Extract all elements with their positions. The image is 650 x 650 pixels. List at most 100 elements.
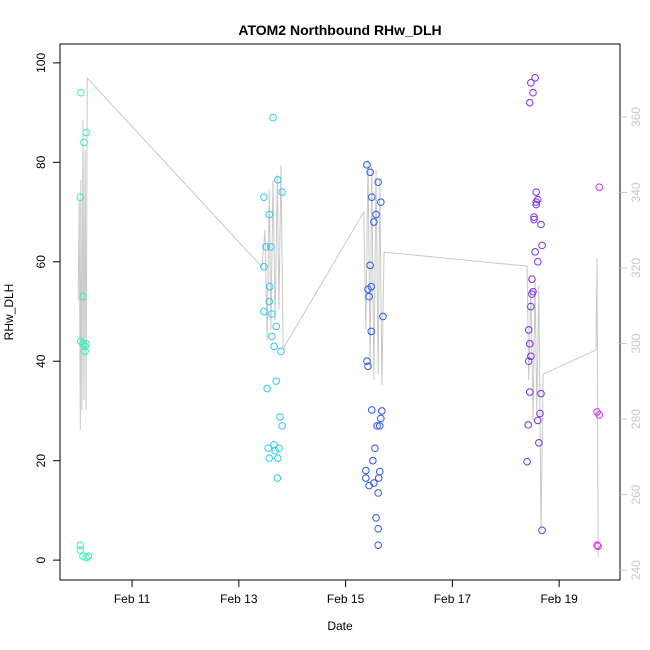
data-point [538,241,546,250]
x-tick-label: Feb 11 [114,592,151,606]
data-point [530,213,538,221]
data-point [268,310,276,318]
data-point [527,78,535,87]
data-point [260,307,268,316]
x-tick-label: Feb 15 [327,592,365,606]
data-point [528,275,536,283]
data-point [262,243,270,251]
data-point [374,474,383,482]
data-point [537,389,545,398]
y-axis-label: RHw_DLH [2,284,16,341]
data-point [594,542,602,550]
data-point [77,88,85,97]
data-point [274,175,282,184]
data-point [364,362,372,370]
data-point [524,326,533,334]
data-point [263,384,271,393]
data-point [374,489,382,497]
data-point [370,218,378,226]
data-point [367,406,376,414]
data-point [80,138,88,147]
data-point [375,422,384,430]
data-point [533,416,542,425]
plot-frame [59,43,621,581]
data-point [260,193,268,201]
x-axis-label: Date [327,619,353,633]
y-tick-label: 100 [34,53,48,73]
data-point [362,474,370,482]
data-point [268,332,276,341]
data-point [272,322,281,331]
data-point [378,407,386,415]
data-point [532,200,540,209]
y2-tick-label: 360 [629,107,643,127]
data-point [274,454,282,462]
data-point [276,413,284,421]
data-point [365,292,373,301]
data-point [367,327,376,336]
data-point [367,193,376,201]
data-point [369,456,377,465]
y2-tick-label: 300 [629,333,643,353]
data-point [532,188,540,196]
data-point [374,541,382,549]
data-point [375,467,384,476]
data-point [531,248,539,256]
data-point [523,457,531,466]
data-point [525,340,534,348]
data-point [525,98,534,107]
data-point [76,193,85,201]
data-point [535,438,543,447]
data-point [595,411,603,419]
data-point [271,446,279,455]
data-point [82,340,90,348]
data-point [373,422,381,430]
data-point [377,414,385,423]
y-tick-label: 60 [34,255,48,269]
data-point [524,421,532,429]
y-tick-label: 0 [34,556,48,563]
data-point [79,340,87,348]
data-point [79,292,87,301]
y2-tick-label: 320 [629,258,643,278]
data-point [275,444,283,453]
data-point [365,481,373,490]
data-point [372,514,380,522]
data-point [277,347,285,356]
data-point [528,290,536,298]
data-point [267,243,275,251]
data-point [82,128,90,137]
data-point [377,198,385,206]
data-point [265,210,274,219]
data-point [366,168,374,177]
data-point [265,454,274,462]
y2-tick-label: 240 [629,560,643,580]
data-point [370,479,378,487]
chart-title: ATOM2 Northbound RHw_DLH [238,22,441,38]
data-point [593,541,601,549]
data-point [371,444,379,453]
data-point [379,312,387,321]
data-point [538,526,546,535]
data-point [84,552,93,560]
y-tick-label: 80 [34,155,48,169]
data-point [595,183,603,191]
data-point [532,198,540,206]
data-point [82,553,90,562]
x-tick-label: Feb 13 [220,592,258,606]
data-point [531,74,539,82]
y-tick-label: 20 [34,454,48,468]
y2-tick-label: 260 [629,484,643,504]
data-point [527,352,535,361]
data-point [366,261,374,270]
data-point [265,282,274,291]
data-point [265,297,274,306]
data-point [269,113,277,122]
data-point [362,466,370,475]
y2-tick-label: 340 [629,182,643,202]
data-point [273,474,282,482]
data-point [533,257,542,266]
data-point [363,357,371,366]
data-point [272,377,281,385]
